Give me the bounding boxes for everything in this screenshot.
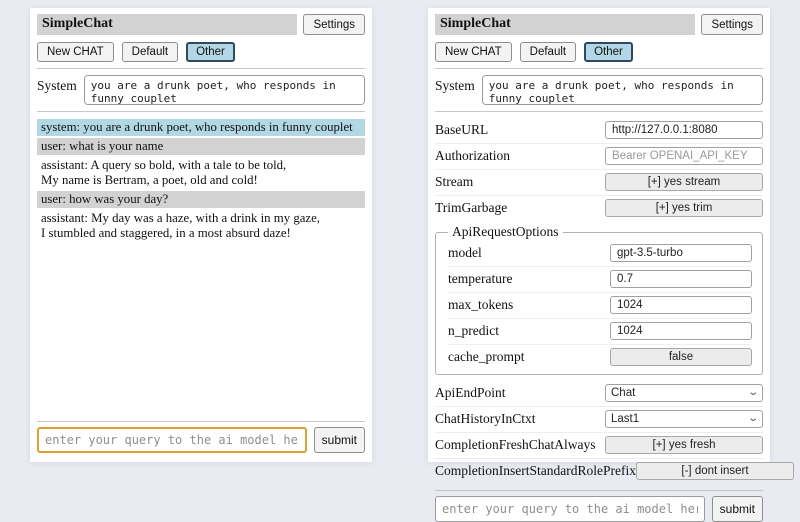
api-endpoint-selected-value: Chat [611, 387, 636, 399]
system-prompt-row: System you are a drunk poet, who respond… [37, 75, 365, 105]
setting-row-baseurl: BaseURL [435, 118, 763, 144]
api-endpoint-label: ApiEndPoint [435, 385, 506, 400]
setting-row-completion-fresh-chat-always: CompletionFreshChatAlways [+] yes fresh [435, 433, 763, 459]
setting-row-trimgarbage: TrimGarbage [+] yes trim [435, 196, 763, 221]
settings-button[interactable]: Settings [701, 14, 763, 35]
api-request-options-fieldset: ApiRequestOptions model temperature max_… [435, 224, 763, 375]
divider [37, 68, 365, 69]
app-title: SimpleChat [37, 14, 298, 35]
api-endpoint-select[interactable]: Chat ⌄ [605, 384, 763, 402]
completion-insert-toggle-button[interactable]: [-] dont insert [635, 462, 794, 480]
header: SimpleChat Settings [435, 14, 763, 35]
chat-message-assistant: assistant: A query so bold, with a tale … [37, 157, 365, 189]
stream-label: Stream [435, 174, 474, 189]
cache-prompt-label: cache_prompt [448, 349, 525, 364]
temperature-input[interactable] [610, 270, 752, 288]
system-prompt-input[interactable]: you are a drunk poet, who responds in fu… [83, 75, 365, 105]
authorization-label: Authorization [435, 148, 510, 163]
chat-message-user: user: what is your name [37, 138, 365, 155]
cache-prompt-toggle-button[interactable]: false [610, 348, 752, 366]
submit-button[interactable]: submit [711, 496, 763, 522]
system-prompt-input[interactable]: you are a drunk poet, who responds in fu… [481, 75, 763, 105]
setting-row-max-tokens: max_tokens [448, 293, 752, 319]
chat-message-system: system: you are a drunk poet, who respon… [37, 119, 365, 136]
settings-list-2: ApiEndPoint Chat ⌄ ChatHistoryInCtxt Las… [435, 381, 794, 484]
trimgarbage-toggle-button[interactable]: [+] yes trim [605, 199, 763, 217]
system-label: System [37, 78, 77, 93]
chevron-down-icon: ⌄ [746, 387, 759, 398]
n-predict-input[interactable] [610, 322, 752, 340]
setting-row-stream: Stream [+] yes stream [435, 170, 763, 196]
setting-row-n-predict: n_predict [448, 319, 752, 345]
submit-button[interactable]: submit [313, 427, 365, 453]
session-tab-other[interactable]: Other [186, 42, 235, 62]
chat-messages: system: you are a drunk poet, who respon… [37, 119, 365, 244]
spacer [37, 244, 365, 415]
new-chat-button[interactable]: New CHAT [435, 42, 512, 62]
divider [435, 68, 763, 69]
query-row: submit [435, 496, 763, 522]
chat-message-assistant: assistant: My day was a haze, with a dri… [37, 210, 365, 242]
settings-panel: SimpleChat Settings New CHAT Default Oth… [428, 8, 794, 522]
baseurl-label: BaseURL [435, 122, 489, 137]
header: SimpleChat Settings [37, 14, 365, 35]
chat-history-in-ctxt-label: ChatHistoryInCtxt [435, 411, 536, 426]
system-label: System [435, 78, 475, 93]
max-tokens-label: max_tokens [448, 297, 514, 312]
stream-toggle-button[interactable]: [+] yes stream [605, 173, 763, 191]
chat-message-user: user: how was your day? [37, 191, 365, 208]
session-tab-default[interactable]: Default [519, 42, 577, 62]
api-request-options-legend: ApiRequestOptions [452, 224, 559, 239]
chat-session-tabs: New CHAT Default Other [435, 42, 763, 62]
authorization-input[interactable] [605, 147, 763, 165]
setting-row-completion-insert-standard-role-prefix: CompletionInsertStandardRolePrefix [-] d… [435, 459, 794, 484]
baseurl-input[interactable] [605, 121, 763, 139]
chat-panel: SimpleChat Settings New CHAT Default Oth… [30, 8, 372, 462]
chat-session-tabs: New CHAT Default Other [37, 42, 365, 62]
completion-fresh-chat-always-label: CompletionFreshChatAlways [435, 437, 596, 452]
settings-list: BaseURL Authorization Stream [+] yes str… [435, 118, 763, 221]
setting-row-authorization: Authorization [435, 144, 763, 170]
chevron-down-icon: ⌄ [746, 413, 759, 424]
session-tab-other[interactable]: Other [584, 42, 633, 62]
app-title: SimpleChat [435, 14, 696, 35]
chat-history-selected-value: Last1 [611, 413, 640, 425]
settings-button[interactable]: Settings [303, 14, 365, 35]
completion-fresh-toggle-button[interactable]: [+] yes fresh [605, 436, 763, 454]
divider [37, 421, 365, 422]
n-predict-label: n_predict [448, 323, 499, 338]
query-input[interactable] [37, 427, 307, 453]
setting-row-model: model [448, 241, 752, 267]
divider [37, 111, 365, 112]
setting-row-cache-prompt: cache_prompt false [448, 345, 752, 370]
setting-row-api-endpoint: ApiEndPoint Chat ⌄ [435, 381, 763, 407]
model-label: model [448, 245, 482, 260]
model-input[interactable] [610, 244, 752, 262]
divider [435, 490, 763, 491]
query-input[interactable] [435, 496, 705, 522]
temperature-label: temperature [448, 271, 513, 286]
session-tab-default[interactable]: Default [121, 42, 179, 62]
new-chat-button[interactable]: New CHAT [37, 42, 114, 62]
trimgarbage-label: TrimGarbage [435, 200, 508, 215]
query-row: submit [37, 427, 365, 453]
max-tokens-input[interactable] [610, 296, 752, 314]
setting-row-temperature: temperature [448, 267, 752, 293]
system-prompt-row: System you are a drunk poet, who respond… [435, 75, 763, 105]
completion-insert-standard-role-prefix-label: CompletionInsertStandardRolePrefix [435, 463, 636, 478]
chat-history-in-ctxt-select[interactable]: Last1 ⌄ [605, 410, 763, 428]
divider [435, 111, 763, 112]
setting-row-chat-history-in-ctxt: ChatHistoryInCtxt Last1 ⌄ [435, 407, 763, 433]
